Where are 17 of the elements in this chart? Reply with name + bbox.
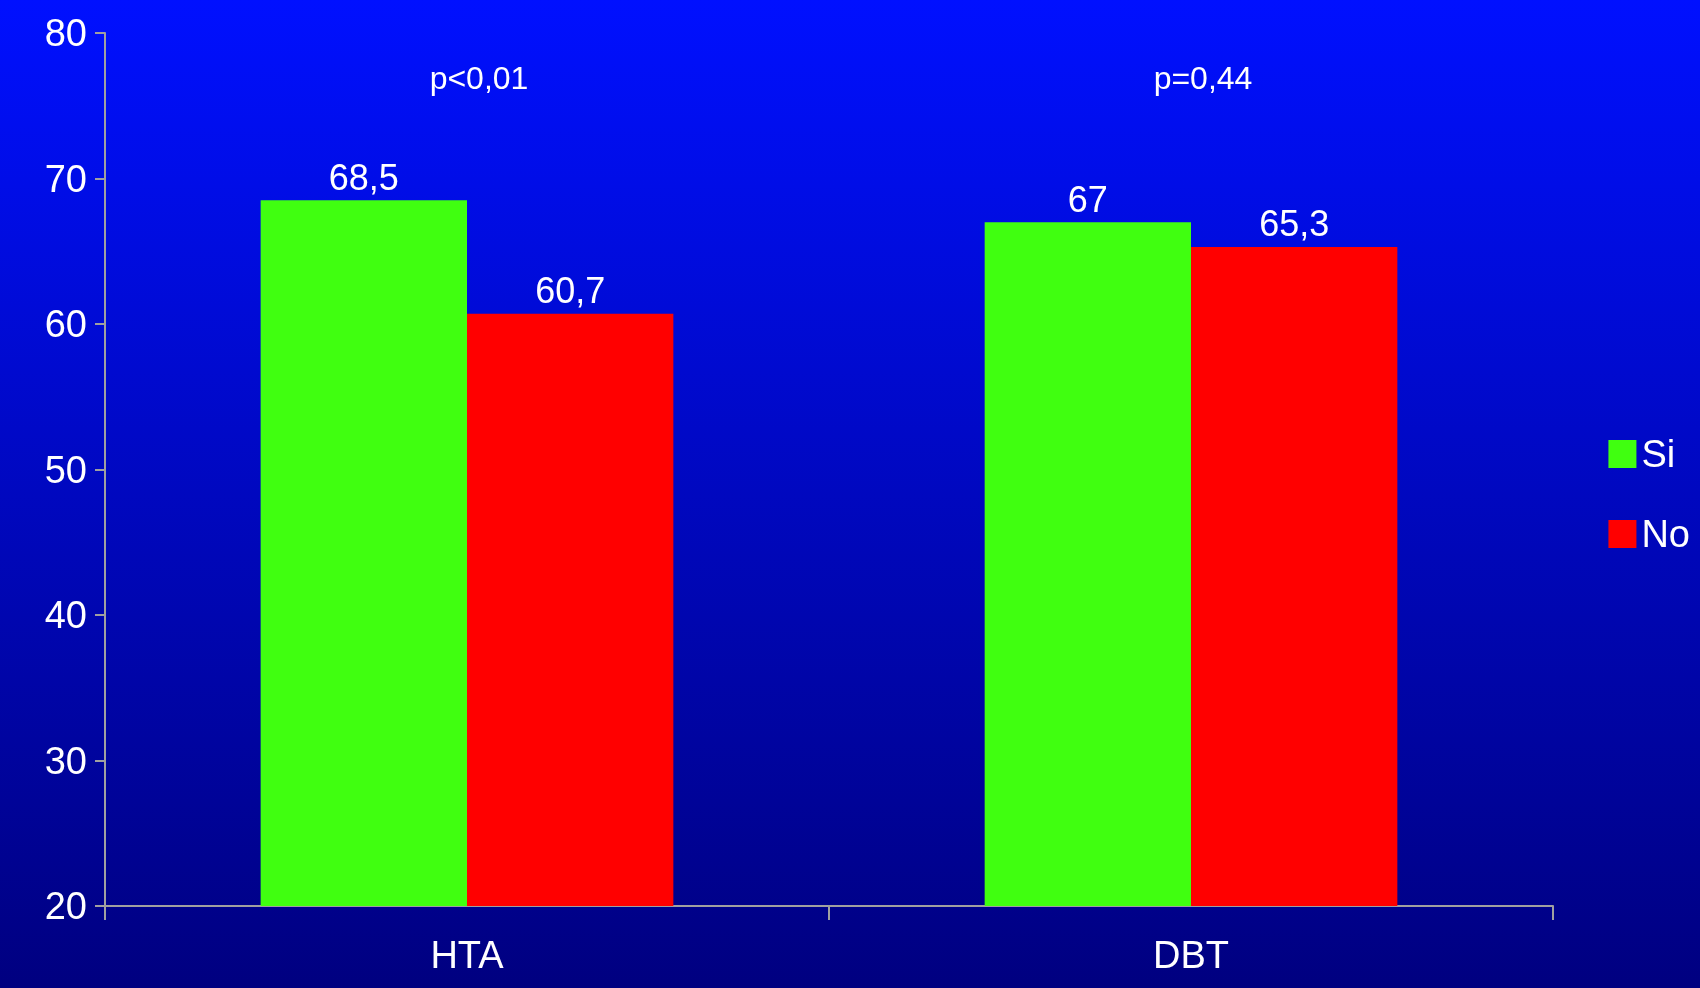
annotation: p<0,01 xyxy=(429,60,529,96)
y-tick-label: 40 xyxy=(44,594,87,636)
y-tick-label: 60 xyxy=(44,303,87,345)
annotation: p=0,44 xyxy=(1153,60,1253,96)
data-label: 65,3 xyxy=(1259,203,1330,245)
data-label: 67 xyxy=(1067,178,1108,220)
y-tick-label: 80 xyxy=(44,12,87,54)
y-tick-label: 30 xyxy=(44,739,87,782)
y-tick-label: 70 xyxy=(44,157,87,200)
y-tick-label: 50 xyxy=(44,448,87,491)
data-label: 68,5 xyxy=(328,156,399,198)
y-tick-label: 20 xyxy=(44,885,87,927)
legend-label: No xyxy=(1641,513,1690,555)
x-tick-label: HTA xyxy=(430,934,505,976)
legend-label: Si xyxy=(1641,433,1676,475)
data-label: 60,7 xyxy=(535,270,606,312)
x-tick-label: DBT xyxy=(1153,934,1229,976)
